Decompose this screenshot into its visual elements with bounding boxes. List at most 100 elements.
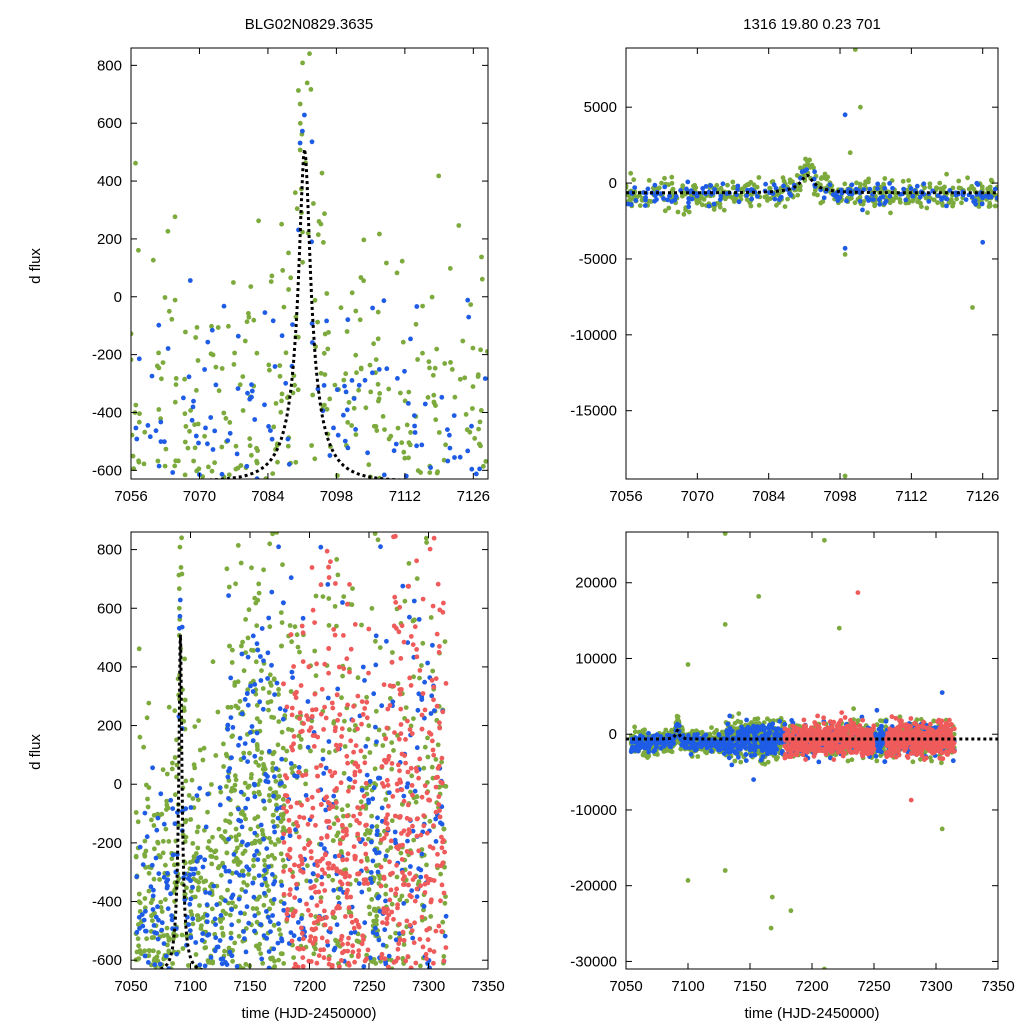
- data-point: [322, 908, 327, 914]
- data-point: [414, 443, 419, 449]
- data-point: [215, 865, 221, 871]
- data-point: [208, 415, 214, 420]
- data-point: [334, 786, 339, 791]
- data-point: [196, 440, 201, 446]
- data-point: [397, 921, 402, 927]
- data-point: [194, 829, 200, 835]
- data-point: [648, 199, 654, 204]
- data-point: [209, 782, 214, 787]
- data-point: [266, 915, 271, 920]
- data-point: [252, 782, 258, 788]
- data-point: [359, 941, 365, 947]
- data-point: [718, 193, 724, 199]
- data-point: [421, 765, 427, 771]
- data-point: [381, 876, 387, 881]
- data-point: [407, 817, 413, 822]
- data-point: [263, 772, 268, 777]
- data-point: [385, 757, 391, 762]
- data-point: [763, 181, 768, 187]
- data-point: [670, 187, 676, 192]
- data-point: [381, 298, 387, 304]
- data-point: [293, 961, 298, 967]
- data-point: [252, 838, 258, 844]
- data-point: [711, 201, 717, 207]
- data-point: [247, 436, 253, 442]
- data-point: [336, 853, 342, 859]
- data-point: [285, 907, 290, 912]
- data-point: [324, 291, 330, 296]
- data-point: [669, 749, 675, 755]
- data-point: [296, 769, 301, 775]
- data-point: [709, 725, 714, 730]
- data-point: [155, 458, 161, 464]
- data-point: [264, 846, 270, 851]
- data-point: [149, 817, 154, 823]
- data-point: [229, 907, 235, 912]
- data-point: [309, 895, 315, 901]
- data-point: [364, 772, 370, 778]
- data-point: [325, 942, 331, 948]
- data-point: [877, 201, 883, 207]
- data-point: [795, 192, 801, 198]
- data-point: [442, 900, 448, 906]
- data-point: [335, 686, 341, 692]
- data-point: [232, 350, 238, 356]
- data-point: [349, 378, 355, 383]
- data-point: [986, 194, 991, 200]
- data-point: [146, 948, 152, 953]
- data-point: [172, 755, 178, 760]
- data-point: [160, 360, 166, 365]
- data-point: [423, 535, 429, 541]
- data-point: [391, 683, 396, 689]
- data-point: [256, 873, 262, 878]
- data-point: [169, 316, 175, 322]
- data-point: [347, 873, 352, 879]
- data-point: [427, 818, 433, 824]
- data-point: [330, 838, 336, 843]
- data-point: [669, 180, 675, 186]
- data-point: [420, 691, 426, 696]
- data-point: [389, 761, 395, 766]
- data-point: [772, 196, 778, 202]
- data-point: [331, 425, 336, 431]
- x-tick-label: 7056: [114, 488, 147, 505]
- data-point: [156, 871, 162, 876]
- data-point: [735, 187, 740, 193]
- y-tick-label: 0: [114, 289, 122, 306]
- data-point: [256, 838, 262, 844]
- data-point: [882, 186, 888, 191]
- data-point: [154, 954, 160, 960]
- data-point: [164, 932, 170, 938]
- data-point: [366, 887, 372, 892]
- data-point: [266, 965, 272, 969]
- data-point: [319, 686, 325, 692]
- data-point: [849, 757, 855, 763]
- data-point: [380, 414, 386, 419]
- data-point: [666, 205, 672, 211]
- data-point: [319, 874, 324, 880]
- data-point: [270, 766, 275, 771]
- data-point: [133, 160, 138, 166]
- data-point: [388, 838, 394, 844]
- data-point: [326, 564, 331, 570]
- data-point: [305, 821, 311, 827]
- data-point: [347, 727, 352, 733]
- data-point: [401, 793, 407, 799]
- data-point: [310, 707, 315, 713]
- data-point: [164, 879, 169, 885]
- data-point: [457, 454, 463, 460]
- data-point: [427, 470, 433, 475]
- data-point: [421, 904, 427, 909]
- data-point: [150, 907, 156, 912]
- data-point: [268, 279, 274, 284]
- data-point: [337, 886, 343, 892]
- data-point: [186, 793, 192, 798]
- data-point: [798, 175, 803, 181]
- data-point: [303, 781, 308, 787]
- data-point: [694, 728, 699, 734]
- data-point: [392, 813, 398, 819]
- data-point: [384, 638, 389, 644]
- data-point: [362, 831, 368, 837]
- data-point: [282, 713, 288, 718]
- data-point: [430, 747, 436, 753]
